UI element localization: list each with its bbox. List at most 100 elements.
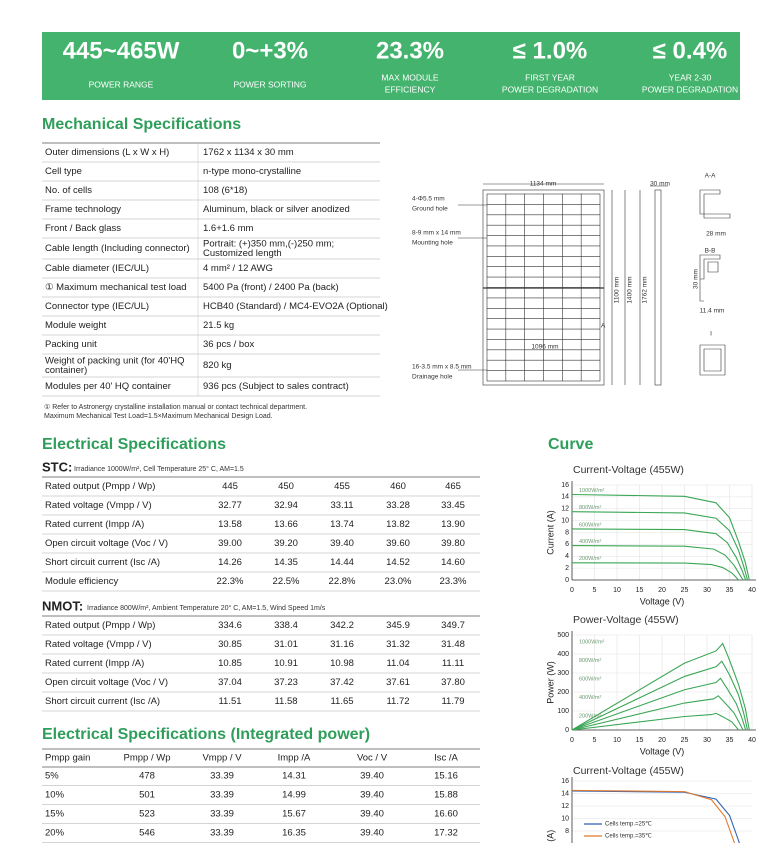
spec-value: 11.79 bbox=[441, 696, 464, 707]
y-tick-label: 400 bbox=[557, 651, 569, 658]
x-tick-label: 0 bbox=[570, 587, 574, 594]
spec-value: 20% bbox=[45, 828, 65, 839]
y-axis-label: Power (W) bbox=[545, 661, 555, 704]
banner-label: YEAR 2-30 bbox=[669, 72, 712, 82]
dim-label: 28 mm bbox=[706, 231, 726, 238]
spec-value: 11.04 bbox=[386, 658, 409, 669]
y-tick-label: 8 bbox=[565, 828, 569, 835]
spec-value: 15.88 bbox=[434, 790, 458, 801]
spec-value: 22.3% bbox=[217, 576, 244, 587]
spec-value: 16.60 bbox=[434, 809, 458, 820]
spec-value: 33.39 bbox=[210, 828, 234, 839]
curve bbox=[571, 493, 750, 581]
spec-label: Rated current (Impp /A) bbox=[45, 519, 144, 530]
spec-label: Rated current (Impp /A) bbox=[45, 658, 144, 669]
spec-label: Front / Back glass bbox=[45, 223, 121, 234]
spec-value: 14.31 bbox=[282, 771, 306, 782]
x-axis-label: Voltage (V) bbox=[640, 596, 685, 606]
curve bbox=[571, 545, 744, 581]
spec-value: 5% bbox=[45, 771, 59, 782]
spec-value: 32.94 bbox=[274, 500, 298, 511]
dim-label: A-A bbox=[705, 173, 717, 180]
dim-label: 1100 mm bbox=[614, 277, 621, 304]
spec-value: 23.0% bbox=[385, 576, 412, 587]
spec-value: 39.00 bbox=[218, 538, 242, 549]
spec-label: container) bbox=[45, 365, 87, 376]
spec-value: 11.51 bbox=[218, 696, 241, 707]
spec-value: 22.5% bbox=[273, 576, 300, 587]
y-tick-label: 0 bbox=[565, 727, 569, 734]
banner-label: POWER RANGE bbox=[89, 79, 154, 89]
spec-value: 39.20 bbox=[274, 538, 298, 549]
spec-value: 37.04 bbox=[218, 677, 242, 688]
chart-title: Power-Voltage (455W) bbox=[573, 614, 679, 626]
spec-value: 450 bbox=[278, 481, 294, 492]
spec-value: 39.80 bbox=[441, 538, 465, 549]
curve bbox=[571, 712, 739, 731]
condition-note: Irradiance 800W/m², Ambient Temperature … bbox=[87, 604, 326, 612]
series-label: 200W/m² bbox=[579, 713, 601, 719]
series-label: 1000W/m² bbox=[579, 639, 605, 645]
spec-label: Open circuit voltage (Voc / V) bbox=[45, 538, 168, 549]
spec-value: 31.16 bbox=[330, 639, 354, 650]
spec-value: 11.65 bbox=[330, 696, 353, 707]
spec-value: 546 bbox=[139, 828, 155, 839]
spec-value: 15% bbox=[45, 809, 65, 820]
spec-value: 32.77 bbox=[218, 500, 242, 511]
y-tick-label: 500 bbox=[557, 632, 569, 639]
spec-value: 13.66 bbox=[274, 519, 298, 530]
dim-label: Mounting hole bbox=[412, 240, 453, 247]
column-header: Pmpp / Wp bbox=[124, 753, 171, 764]
x-tick-label: 10 bbox=[613, 587, 621, 594]
dim-label: 1096 mm bbox=[531, 344, 558, 351]
y-tick-label: 6 bbox=[565, 541, 569, 548]
y-tick-label: 4 bbox=[565, 553, 569, 560]
spec-value: 820 kg bbox=[203, 360, 232, 371]
spec-label: Cell type bbox=[45, 166, 82, 177]
spec-value: 13.58 bbox=[218, 519, 242, 530]
spec-value: 14.52 bbox=[386, 557, 410, 568]
spec-value: 11.72 bbox=[386, 696, 409, 707]
y-tick-label: 16 bbox=[561, 778, 569, 785]
curve bbox=[571, 562, 739, 581]
chart-title: Current-Voltage (455W) bbox=[573, 464, 684, 476]
module-drawing bbox=[458, 183, 731, 386]
spec-label: Module weight bbox=[45, 320, 107, 331]
dim-label: 1400 mm bbox=[627, 276, 634, 303]
spec-value: 23.3% bbox=[440, 576, 467, 587]
dim-label: Ground hole bbox=[412, 206, 448, 213]
spec-value: 15.67 bbox=[282, 809, 306, 820]
spec-value: 14.35 bbox=[274, 557, 298, 568]
dim-label: B-B bbox=[705, 248, 716, 255]
spec-value: 33.39 bbox=[210, 809, 234, 820]
x-tick-label: 25 bbox=[681, 587, 689, 594]
spec-value: 15.16 bbox=[434, 771, 458, 782]
chart-title: Current-Voltage (455W) bbox=[573, 765, 684, 777]
spec-value: 33.11 bbox=[330, 500, 353, 511]
y-tick-label: 14 bbox=[561, 790, 569, 797]
spec-label: Cable length (Including connector) bbox=[45, 243, 190, 254]
dim-label: 16-3.5 mm x 8.5 mm bbox=[412, 364, 472, 371]
spec-value: 37.23 bbox=[274, 677, 298, 688]
curve bbox=[571, 660, 749, 731]
spec-label: Packing unit bbox=[45, 339, 97, 350]
banner-value: 0~+3% bbox=[232, 37, 308, 64]
x-tick-label: 35 bbox=[726, 587, 734, 594]
spec-value: 37.42 bbox=[330, 677, 354, 688]
y-tick-label: 12 bbox=[561, 506, 569, 513]
spec-value: 10.98 bbox=[330, 658, 354, 669]
spec-value: 5400 Pa (front) / 2400 Pa (back) bbox=[203, 282, 339, 293]
spec-value: 22.8% bbox=[329, 576, 356, 587]
banner-value: ≤ 0.4% bbox=[653, 37, 728, 64]
dim-label: 1762 mm bbox=[642, 276, 649, 303]
banner-label: FIRST YEAR bbox=[525, 72, 575, 82]
spec-value: 33.28 bbox=[386, 500, 410, 511]
series-label: 800W/m² bbox=[579, 658, 601, 664]
x-tick-label: 30 bbox=[703, 587, 711, 594]
spec-value: 14.60 bbox=[441, 557, 465, 568]
section-title: Mechanical Specifications bbox=[42, 116, 241, 133]
legend-label: Cells temp.=35℃ bbox=[605, 834, 652, 840]
spec-value: 334.6 bbox=[218, 620, 242, 631]
banner-label: POWER DEGRADATION bbox=[642, 84, 738, 94]
